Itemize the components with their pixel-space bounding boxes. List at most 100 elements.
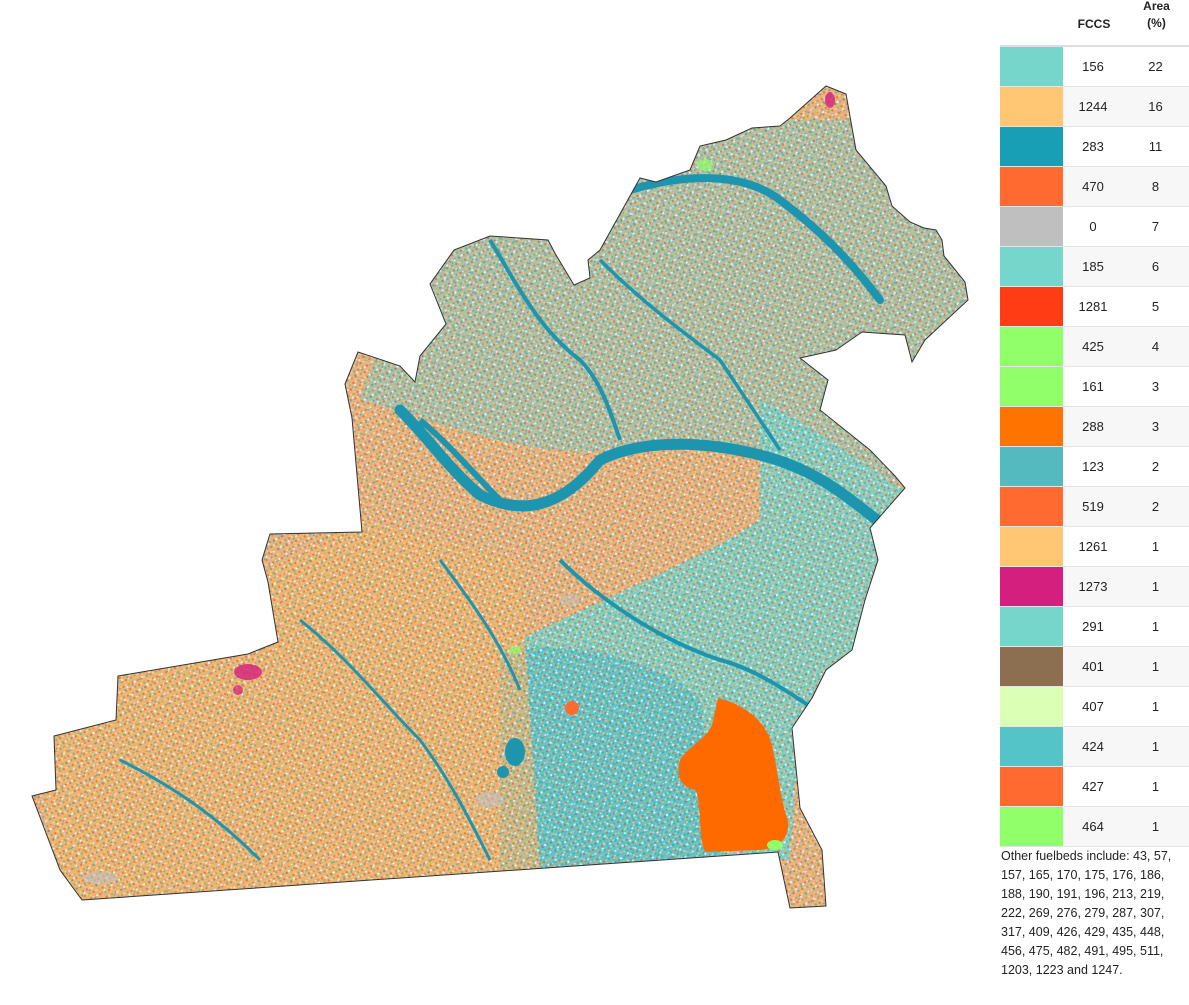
legend-swatch — [1000, 487, 1063, 526]
legend-swatch — [1000, 687, 1063, 726]
legend-area-value: 1 — [1151, 579, 1160, 594]
legend-swatch — [1000, 567, 1063, 606]
tributary-2 — [598, 258, 782, 451]
legend-row: 424 1 — [1000, 727, 1189, 767]
map-svg — [31, 85, 969, 909]
legend-swatch — [1000, 207, 1063, 246]
legend-area-value: 5 — [1151, 299, 1160, 314]
legend-fccs-value: 283 — [1082, 139, 1104, 154]
legend-area-value: 2 — [1151, 499, 1160, 514]
legend-swatch — [1000, 127, 1063, 166]
orange-patch — [565, 701, 579, 715]
legend-area-value: 6 — [1151, 259, 1160, 274]
legend-row: 401 1 — [1000, 647, 1189, 687]
legend-swatch — [1000, 287, 1063, 326]
legend-area-value: 1 — [1151, 539, 1160, 554]
legend-swatch — [1000, 167, 1063, 206]
legend-swatch — [1000, 407, 1063, 446]
legend-fccs-value: 1244 — [1078, 99, 1108, 114]
legend-area-value: 1 — [1151, 619, 1160, 634]
legend-row: 123 2 — [1000, 447, 1189, 487]
legend-fccs-value: 1273 — [1078, 579, 1108, 594]
river-west-branch — [418, 417, 503, 503]
legend-fccs-value: 464 — [1082, 819, 1104, 834]
green-patch — [697, 159, 713, 171]
legend-header-area: Area (%) — [1124, 0, 1189, 32]
legend-fccs-value: 407 — [1082, 699, 1104, 714]
other-fuelbeds-note: Other fuelbeds include: 43, 57, 157, 165… — [1001, 849, 1172, 977]
legend-row: 427 1 — [1000, 767, 1189, 807]
legend-row: 1273 1 — [1000, 567, 1189, 607]
tributary-1 — [488, 238, 622, 441]
green-patch — [767, 840, 783, 850]
legend-row: 407 1 — [1000, 687, 1189, 727]
legend-row: 1281 5 — [1000, 287, 1189, 327]
magenta-patch — [825, 92, 835, 108]
legend-row: 161 3 — [1000, 367, 1189, 407]
legend-swatch — [1000, 247, 1063, 286]
legend-row: 156 22 — [1000, 47, 1189, 87]
legend-swatch — [1000, 327, 1063, 366]
legend-row: 470 8 — [1000, 167, 1189, 207]
legend-area-value: 8 — [1151, 179, 1160, 194]
legend-rows: 156 22 1244 16 283 11 470 8 0 7 185 6 1281 5 425 4 161 3 2… — [1000, 47, 1189, 847]
legend-fccs-value: 470 — [1082, 179, 1104, 194]
legend-row: 1261 1 — [1000, 527, 1189, 567]
legend-row: 425 4 — [1000, 327, 1189, 367]
fccs-288-patch — [678, 698, 789, 852]
urban-patch — [560, 594, 580, 606]
legend-area-value: 3 — [1151, 379, 1160, 394]
legend-area-value: 3 — [1151, 419, 1160, 434]
legend-fccs-value: 0 — [1089, 219, 1097, 234]
legend-row: 288 3 — [1000, 407, 1189, 447]
legend-swatch — [1000, 527, 1063, 566]
legend-area-value: 1 — [1151, 739, 1160, 754]
legend-area-value: 1 — [1151, 779, 1160, 794]
magenta-patch — [233, 685, 243, 695]
legend-area-value: 1 — [1151, 819, 1160, 834]
legend-swatch — [1000, 607, 1063, 646]
green-patch — [509, 646, 521, 654]
legend-fccs-value: 185 — [1082, 259, 1104, 274]
legend-fccs-value: 425 — [1082, 339, 1104, 354]
urban-patch — [82, 872, 118, 884]
legend-row: 291 1 — [1000, 607, 1189, 647]
legend-area-value: 1 — [1151, 659, 1160, 674]
legend-area-value: 11 — [1148, 139, 1163, 154]
legend-swatch — [1000, 87, 1063, 126]
legend-area-value: 2 — [1151, 459, 1160, 474]
legend-row: 464 1 — [1000, 807, 1189, 847]
legend-swatch — [1000, 47, 1063, 86]
magenta-patch — [234, 664, 262, 680]
legend-fccs-value: 424 — [1082, 739, 1104, 754]
legend-row: 185 6 — [1000, 247, 1189, 287]
tributary-6 — [438, 559, 522, 691]
legend-area-value: 22 — [1148, 59, 1163, 74]
pond — [505, 738, 525, 766]
legend-swatch — [1000, 647, 1063, 686]
legend-area-value: 7 — [1151, 219, 1160, 234]
legend-table: FCCS Area (%) 156 22 1244 16 283 11 470 8 0 7 185 6… — [1000, 0, 1189, 1000]
legend-area-value: 1 — [1151, 699, 1160, 714]
legend-fccs-value: 1281 — [1078, 299, 1108, 314]
fuelbed-map — [31, 85, 969, 909]
legend-fccs-value: 161 — [1082, 379, 1104, 394]
legend-area-value: 4 — [1151, 339, 1160, 354]
urban-patch — [476, 792, 504, 808]
legend-fccs-value: 156 — [1082, 59, 1104, 74]
legend-fccs-value: 1261 — [1078, 539, 1108, 554]
tributary-4 — [119, 758, 262, 862]
main-river — [394, 404, 896, 536]
legend-swatch — [1000, 727, 1063, 766]
tributary-3 — [299, 618, 492, 861]
legend-header-area-line2: (%) — [1147, 16, 1166, 30]
legend-fccs-value: 519 — [1082, 499, 1104, 514]
legend-header-area-line1: Area — [1143, 0, 1170, 13]
pond — [497, 766, 509, 778]
legend-fccs-value: 123 — [1082, 459, 1104, 474]
legend-swatch — [1000, 807, 1063, 846]
legend-row: 283 11 — [1000, 127, 1189, 167]
legend-swatch — [1000, 367, 1063, 406]
legend-swatch — [1000, 767, 1063, 806]
